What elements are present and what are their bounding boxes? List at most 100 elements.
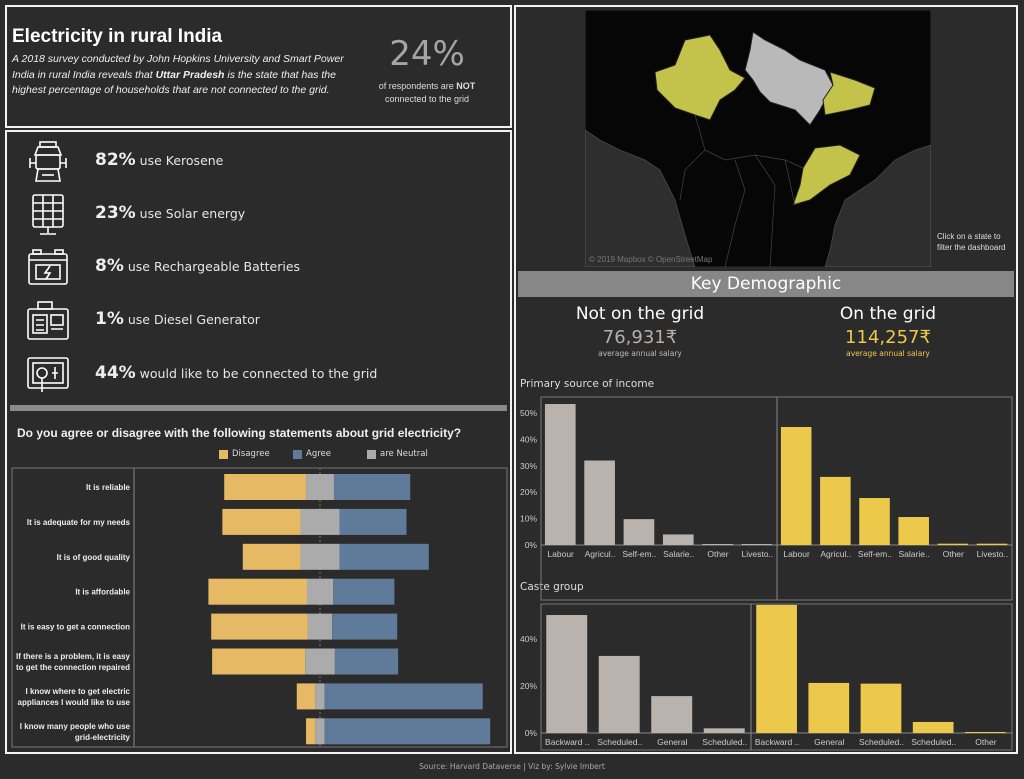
y-tick-label: 40% bbox=[520, 434, 537, 444]
bar bbox=[651, 696, 693, 733]
map-state-odisha[interactable] bbox=[792, 144, 861, 206]
map-state-borders bbox=[679, 114, 804, 267]
legend-disagree[interactable]: Disagree bbox=[219, 449, 270, 459]
on-grid-salary-caption: average annual salary bbox=[846, 349, 930, 358]
statement-label: I know where to get electric bbox=[26, 687, 131, 696]
bar bbox=[859, 498, 890, 545]
bar-agree bbox=[333, 474, 411, 500]
legend-neutral[interactable]: are Neutral bbox=[367, 449, 428, 459]
x-tick-label: Agricul.. bbox=[820, 549, 851, 559]
bar bbox=[623, 519, 655, 545]
demographic-bar-charts: 0% 10% 20% 30% 40% 50% Labour Agricul.. Self-em.… bbox=[520, 396, 1013, 751]
stat-diesel: 1% use Diesel Generator bbox=[95, 309, 260, 329]
stat-kerosene: 82% use Kerosene bbox=[95, 150, 223, 170]
y-tick-label: 0% bbox=[525, 728, 538, 738]
bar-agree bbox=[339, 508, 407, 535]
bar-disagree bbox=[306, 718, 316, 745]
stat-label: use Kerosene bbox=[135, 153, 224, 168]
statement-label: to get the connection repaired bbox=[16, 663, 130, 672]
not-connected-caption: of respondents are NOT connected to the … bbox=[357, 80, 497, 106]
bar-neutral bbox=[306, 578, 334, 605]
off-grid-heading: Not on the grid bbox=[575, 304, 705, 324]
x-tick-label: General bbox=[814, 737, 844, 747]
bar-agree bbox=[334, 648, 399, 675]
stat-value: 8% bbox=[95, 256, 124, 276]
x-tick-label: Backward .. bbox=[545, 737, 589, 747]
section-divider bbox=[10, 405, 507, 411]
y-tick-label: 20% bbox=[520, 487, 537, 497]
bar-disagree bbox=[222, 508, 301, 535]
bar bbox=[741, 544, 773, 545]
bar bbox=[912, 721, 954, 733]
bar bbox=[860, 683, 902, 733]
x-tick-label: Self-em.. bbox=[622, 549, 656, 559]
x-tick-label: Backward .. bbox=[755, 737, 799, 747]
map-state-rajasthan[interactable] bbox=[654, 34, 746, 121]
off-grid-summary: Not on the grid 76,931₹ average annual s… bbox=[540, 304, 740, 358]
bar-disagree bbox=[242, 543, 301, 570]
statement-label: appliances I would like to use bbox=[18, 698, 131, 707]
india-map[interactable]: © 2019 Mapbox © OpenStreetMap bbox=[585, 10, 931, 267]
intro-post: is the state that has the highest percen… bbox=[12, 68, 336, 97]
bar-neutral bbox=[307, 613, 333, 640]
bar-neutral bbox=[305, 648, 335, 675]
statement-label: I know many people who use bbox=[20, 722, 131, 731]
statement-label: It is of good quality bbox=[57, 553, 131, 562]
stat-value: 1% bbox=[95, 309, 124, 329]
legend-label: Disagree bbox=[232, 449, 270, 459]
y-tick-label: 20% bbox=[520, 681, 537, 691]
stat-solar: 23% use Solar energy bbox=[95, 203, 245, 223]
y-tick-label: 0% bbox=[525, 540, 538, 550]
bar bbox=[808, 682, 850, 733]
legend-label: Agree bbox=[306, 449, 331, 459]
likert-chart: It is reliable It is adequate for my need… bbox=[11, 467, 508, 748]
statement-label: grid-electricity bbox=[75, 733, 131, 742]
bar bbox=[937, 543, 969, 545]
bar bbox=[662, 534, 694, 545]
x-tick-label: Livesto.. bbox=[742, 549, 774, 559]
legend-swatch bbox=[293, 449, 302, 459]
bar-disagree bbox=[211, 613, 308, 640]
footer-credits: Source: Harvard Dataverse | Viz by: Sylv… bbox=[419, 762, 605, 771]
key-demographic-title: Key Demographic bbox=[518, 271, 1014, 297]
stat-label: use Diesel Generator bbox=[123, 312, 260, 327]
bar-neutral bbox=[315, 683, 325, 710]
likert-frame bbox=[11, 467, 508, 748]
x-tick-label: Other bbox=[975, 737, 996, 747]
bar-agree bbox=[339, 543, 429, 570]
bar-neutral bbox=[315, 718, 325, 745]
y-tick-label: 50% bbox=[520, 408, 537, 418]
bar bbox=[780, 426, 812, 545]
battery-icon bbox=[28, 249, 68, 285]
diesel-generator-icon bbox=[27, 301, 69, 340]
legend-agree[interactable]: Agree bbox=[293, 449, 331, 459]
y-tick-label: 40% bbox=[520, 634, 537, 644]
bar bbox=[756, 604, 797, 733]
y-tick-label: 30% bbox=[520, 461, 537, 471]
bar-disagree bbox=[208, 578, 307, 605]
x-tick-label: Salarie.. bbox=[898, 549, 929, 559]
on-grid-salary: 114,257₹ bbox=[845, 327, 931, 348]
x-tick-label: Livesto.. bbox=[977, 549, 1009, 559]
bar-neutral bbox=[300, 543, 340, 570]
map-attribution: © 2019 Mapbox © OpenStreetMap bbox=[589, 255, 713, 264]
bar bbox=[976, 543, 1008, 545]
statement-label: It is easy to get a connection bbox=[21, 623, 130, 632]
intro-state: Uttar Pradesh bbox=[155, 68, 225, 81]
map-state-uttar-pradesh[interactable] bbox=[744, 31, 834, 126]
legend-label: are Neutral bbox=[380, 449, 428, 459]
map-state-bihar[interactable] bbox=[822, 71, 876, 116]
intro-text: A 2018 survey conducted by John Hopkins … bbox=[12, 52, 357, 99]
stat-value: 44% bbox=[95, 363, 136, 383]
statement-label: It is adequate for my needs bbox=[27, 518, 131, 527]
bar-agree bbox=[333, 578, 395, 605]
stat-grid-wish: 44% would like to be connected to the gr… bbox=[95, 363, 377, 383]
bar bbox=[598, 655, 640, 733]
caption-pre: of respondents are bbox=[378, 81, 457, 91]
bar-neutral bbox=[300, 508, 340, 535]
caption-post: connected to the grid bbox=[384, 94, 470, 104]
x-tick-label: Other bbox=[707, 549, 728, 559]
bar bbox=[965, 732, 1006, 733]
kerosene-lamp-icon bbox=[29, 141, 67, 182]
y-tick-label: 10% bbox=[520, 514, 537, 524]
